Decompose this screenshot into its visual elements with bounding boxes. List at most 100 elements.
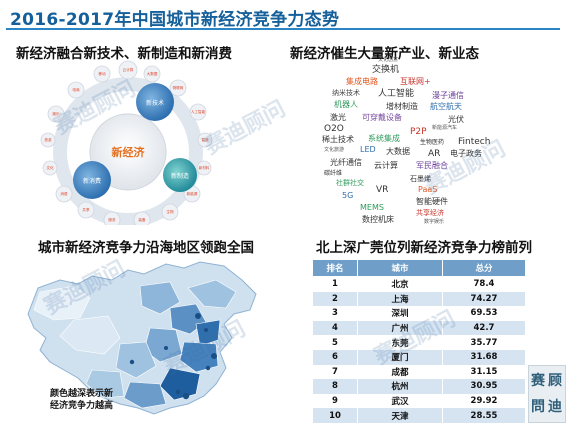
center-label: 新经济 <box>112 145 146 159</box>
city-cell: 杭州 <box>357 379 443 394</box>
cloud-word: 系统集成 <box>368 134 400 143</box>
city-cell: 成都 <box>357 364 443 380</box>
svg-text:文化: 文化 <box>46 165 54 170</box>
table-row: 8 杭州 30.95 <box>312 379 526 394</box>
svg-text:物联网: 物联网 <box>173 85 184 90</box>
rank-cell: 1 <box>312 276 358 292</box>
cloud-word: 纳米技术 <box>332 89 360 97</box>
cloud-word: MEMS <box>360 203 384 212</box>
cloud-word: 数控机床 <box>362 215 394 224</box>
cloud-word: 社群社交 <box>336 179 364 187</box>
rank-cell: 2 <box>312 291 358 307</box>
table-row: 1 北京 78.4 <box>312 276 526 292</box>
cloud-word: 激光 <box>330 113 346 122</box>
ranking-table: 排名 城市 总分 1 北京 78.4 2 上海 74.27 3 深圳 69.53 4 广州 42… <box>312 259 526 423</box>
city-cell: 东莞 <box>357 335 443 350</box>
section-title-new-industries: 新经济催生大量新产业、新业态 <box>290 46 479 62</box>
cloud-word: 新能源汽车 <box>432 125 458 131</box>
score-cell: 31.68 <box>442 349 526 365</box>
cloud-word: 生物医药 <box>420 139 445 146</box>
svg-text:智造: 智造 <box>201 137 209 142</box>
city-cell: 天津 <box>357 408 443 423</box>
cloud-word: 石墨烯 <box>410 175 431 183</box>
node-label-new-manufacturing: 新制造 <box>171 172 189 180</box>
table-row: 6 厦门 31.68 <box>312 349 526 365</box>
city-dots <box>129 313 217 400</box>
cloud-word: 集成电路 <box>346 77 378 86</box>
header-city: 城市 <box>357 259 443 277</box>
outer-rings <box>53 77 203 225</box>
table-row: 7 成都 31.15 <box>312 364 526 380</box>
table-row: 5 东莞 35.77 <box>312 335 526 350</box>
score-cell: 69.53 <box>442 306 526 321</box>
table-row: 9 武汉 29.92 <box>312 393 526 409</box>
cloud-word: 航空航天 <box>430 102 462 111</box>
svg-text:新能源: 新能源 <box>187 191 198 196</box>
rank-cell: 9 <box>312 393 358 409</box>
cloud-word: 光纤通信 <box>330 158 362 167</box>
cloud-word: 碳纤维 <box>324 170 343 177</box>
svg-text:娱乐: 娱乐 <box>52 111 60 116</box>
svg-text:云计算: 云计算 <box>123 67 134 72</box>
city-cell: 深圳 <box>357 306 443 321</box>
cloud-word: 光伏 <box>448 115 464 124</box>
cloud-word: 增材制造 <box>386 102 418 111</box>
cloud-word: 机器人 <box>334 100 358 109</box>
province-shading <box>33 279 237 409</box>
score-cell: 74.27 <box>442 291 526 307</box>
satellite-dots <box>40 60 213 225</box>
cloud-word: PaaS <box>418 185 438 194</box>
map-note-line: 颜色越深表示新 <box>50 389 114 399</box>
cloud-word: 交换机 <box>372 65 400 75</box>
score-cell: 35.77 <box>442 335 526 350</box>
rank-cell: 6 <box>312 349 358 365</box>
seal-char: 問 <box>531 399 545 415</box>
center-circle <box>89 113 167 191</box>
cloud-word: 军民融合 <box>416 161 448 170</box>
score-cell: 28.55 <box>442 408 526 423</box>
section-title-tech-fusion: 新经济融合新技术、新制造和新消费 <box>16 46 232 62</box>
svg-text:新材料: 新材料 <box>199 165 210 170</box>
city-cell: 厦门 <box>357 349 443 365</box>
cloud-word: 稀土技术 <box>322 135 354 144</box>
rank-cell: 4 <box>312 320 358 336</box>
section-title-coastal-lead: 城市新经济竞争力沿海地区领跑全国 <box>38 240 254 256</box>
cloud-word: 5G <box>342 191 354 200</box>
score-cell: 30.95 <box>442 379 526 394</box>
city-cell: 广州 <box>357 320 443 336</box>
cloud-word: LED <box>360 145 376 154</box>
cloud-word: AR <box>428 149 441 159</box>
cloud-word: 文化创意 <box>378 57 399 63</box>
table-row: 10 天津 28.55 <box>312 408 526 423</box>
cloud-word: 互联网+ <box>400 77 431 86</box>
svg-text:大数据: 大数据 <box>147 71 158 76</box>
seal-char: 迪 <box>548 399 562 415</box>
rank-cell: 3 <box>312 306 358 321</box>
rank-cell: 8 <box>312 379 358 394</box>
city-cell: 武汉 <box>357 393 443 409</box>
title-underline <box>6 28 560 30</box>
svg-text:装备: 装备 <box>138 217 146 222</box>
map-legend-note: 颜色越深表示新 经济竞争力越高 <box>50 388 113 412</box>
rank-cell: 10 <box>312 408 358 423</box>
table-row: 3 深圳 69.53 <box>312 306 526 321</box>
header-rank: 排名 <box>312 259 358 277</box>
svg-text:移动: 移动 <box>98 71 106 76</box>
svg-text:旅游: 旅游 <box>44 137 52 142</box>
node-new-consumption <box>73 161 111 199</box>
table-header-row: 排名 城市 总分 <box>312 259 526 277</box>
cloud-word: 文化旅游 <box>324 147 345 153</box>
rank-cell: 7 <box>312 364 358 380</box>
node-label-new-consumption: 新消费 <box>83 177 101 185</box>
ccid-seal-logo: 赛 顾 問 迪 <box>528 365 566 423</box>
cloud-word: P2P <box>410 127 427 137</box>
node-new-tech <box>136 83 174 121</box>
cloud-word: 可穿戴设备 <box>362 113 402 122</box>
seal-char: 赛 <box>531 373 545 389</box>
table-row: 4 广州 42.7 <box>312 320 526 336</box>
svg-text:服务: 服务 <box>108 217 116 222</box>
cloud-word: 漫子通信 <box>432 91 464 100</box>
rank-cell: 5 <box>312 335 358 350</box>
cloud-word: VR <box>376 185 389 195</box>
